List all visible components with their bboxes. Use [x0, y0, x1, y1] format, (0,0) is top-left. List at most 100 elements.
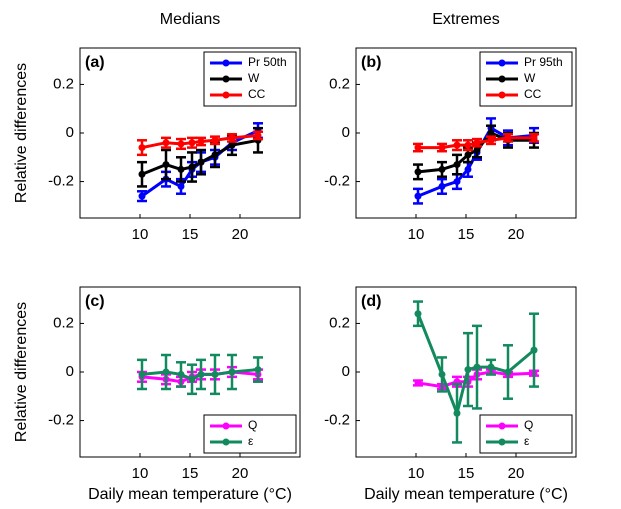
data-point — [414, 192, 422, 200]
x-tick-label: 10 — [408, 226, 425, 243]
data-point — [464, 165, 472, 173]
panel-label: (d) — [361, 293, 381, 310]
data-point — [228, 368, 236, 376]
data-point — [438, 165, 446, 173]
legend-label: ε — [248, 434, 254, 448]
legend-marker — [222, 91, 230, 99]
panel-title: Extremes — [432, 11, 500, 28]
data-point — [177, 140, 185, 148]
legend-label: Pr 95th — [524, 55, 563, 69]
legend-label: CC — [524, 87, 542, 101]
data-point — [530, 134, 538, 142]
data-point — [177, 370, 185, 378]
data-point — [464, 366, 472, 374]
legend-box — [479, 414, 573, 454]
data-point — [211, 136, 219, 144]
x-tick-label: 10 — [132, 465, 149, 482]
x-tick-label: 10 — [408, 465, 425, 482]
legend-marker — [222, 422, 230, 430]
x-tick-label: 20 — [232, 465, 249, 482]
data-point — [138, 144, 146, 152]
y-tick-label: -0.2 — [324, 412, 350, 429]
x-tick-label: 20 — [508, 226, 525, 243]
data-point — [228, 141, 236, 149]
data-point — [464, 141, 472, 149]
legend-label: Q — [248, 418, 257, 432]
data-point — [138, 170, 146, 178]
data-point — [473, 146, 481, 154]
data-point — [228, 134, 236, 142]
data-point — [438, 144, 446, 152]
legend-label: ε — [524, 434, 530, 448]
data-point — [453, 141, 461, 149]
x-tick-label: 15 — [182, 465, 199, 482]
data-point — [254, 366, 262, 374]
y-tick-label: 0 — [66, 124, 74, 141]
data-point — [473, 363, 481, 371]
data-point — [197, 138, 205, 145]
data-point — [197, 158, 205, 166]
x-tick-label: 15 — [182, 226, 199, 243]
y-tick-label: -0.2 — [48, 173, 74, 190]
y-tick-label: 0.2 — [329, 75, 350, 92]
x-axis-label: Daily mean temperature (°C) — [88, 486, 292, 503]
legend-label: CC — [248, 87, 266, 101]
panel: Medians (a) Relative differences 10 15 20 -0.2… — [13, 11, 301, 243]
y-tick-label: 0.2 — [53, 75, 74, 92]
data-point — [414, 144, 422, 152]
y-tick-label: -0.2 — [48, 412, 74, 429]
panel: (c) Relative differences Daily mean temper… — [13, 286, 301, 503]
data-point — [487, 136, 495, 144]
data-point — [211, 151, 219, 159]
data-point — [464, 151, 472, 159]
y-tick-label: 0 — [66, 363, 74, 380]
x-tick-label: 15 — [458, 226, 475, 243]
data-point — [453, 409, 461, 417]
data-point — [473, 139, 481, 147]
data-point — [438, 370, 446, 378]
legend-marker — [222, 59, 230, 67]
legend-marker — [498, 91, 506, 99]
x-tick-label: 15 — [458, 465, 475, 482]
data-point — [162, 161, 170, 169]
x-axis-label: Daily mean temperature (°C) — [364, 486, 568, 503]
data-point — [438, 182, 446, 190]
data-point — [188, 163, 196, 171]
panel-label: (c) — [85, 293, 105, 310]
legend-marker — [498, 438, 506, 446]
data-point — [188, 375, 196, 383]
legend-label: W — [248, 71, 260, 85]
data-point — [453, 178, 461, 186]
data-point — [197, 370, 205, 378]
data-point — [414, 379, 422, 387]
data-point — [188, 139, 196, 147]
legend-box — [203, 414, 297, 454]
data-point — [487, 129, 495, 137]
legend-label: Q — [524, 418, 533, 432]
panel: (d) Daily mean temperature (°C) 10 15 20 -0.2… — [324, 286, 577, 503]
legend-label: Pr 50th — [248, 55, 287, 69]
panel-label: (b) — [361, 54, 381, 71]
legend-marker — [498, 422, 506, 430]
legend-marker — [222, 438, 230, 446]
x-tick-label: 10 — [132, 226, 149, 243]
data-point — [211, 370, 219, 378]
panel-title: Medians — [160, 11, 220, 28]
data-point — [504, 134, 512, 142]
legend-marker — [222, 75, 230, 83]
legend-marker — [498, 75, 506, 83]
x-tick-label: 20 — [508, 465, 525, 482]
panel: Extremes (b) 10 15 20 -0.2 0 0.2 Pr 95th W CC — [324, 11, 577, 243]
data-point — [177, 165, 185, 173]
data-point — [162, 139, 170, 147]
data-point — [254, 131, 262, 139]
panel-label: (a) — [85, 54, 105, 71]
y-tick-label: 0 — [342, 124, 350, 141]
legend-label: W — [524, 71, 536, 85]
y-tick-label: 0.2 — [53, 314, 74, 331]
data-point — [177, 182, 185, 190]
data-point — [504, 368, 512, 376]
y-tick-label: 0 — [342, 363, 350, 380]
data-point — [138, 370, 146, 378]
